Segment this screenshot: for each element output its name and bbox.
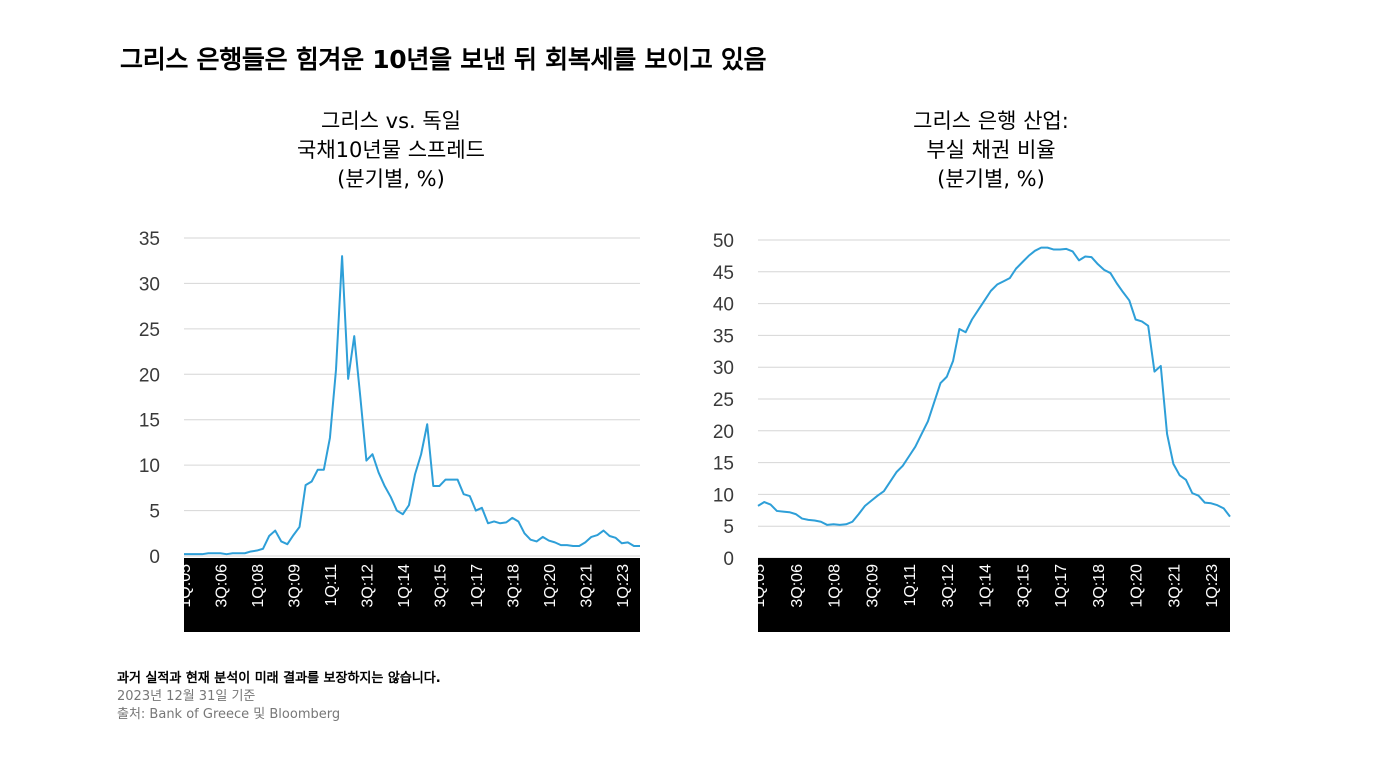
x-tick-label: 1Q:23	[1204, 564, 1221, 608]
y-tick-label: 20	[139, 365, 160, 386]
npl-ratio-chart: 0 5 10 15 20 25 30 35 40 45 50 1Q:05 3Q:06 1Q:08 3Q:09…	[713, 231, 1231, 632]
disclaimer: 과거 실적과 현재 분석이 미래 결과를 보장하지는 않습니다.	[117, 671, 441, 686]
x-tick-label: 1Q:14	[978, 564, 995, 608]
series-line	[757, 246, 1231, 526]
y-tick-label: 0	[723, 549, 734, 570]
y-tick-label: 10	[139, 456, 160, 477]
x-tick-label: 1Q:05	[751, 564, 768, 608]
y-tick-label: 35	[139, 229, 160, 250]
x-tick-label: 1Q:20	[542, 564, 559, 608]
x-tick-label: 1Q:17	[469, 564, 486, 608]
bond-spread-chart: 0 5 10 15 20 25 30 35 1Q:05 3Q:06 1Q:08 3Q:09 1Q:11 3…	[139, 229, 640, 632]
x-tick-label: 3Q:09	[864, 564, 881, 608]
x-tick-label: 3Q:06	[789, 564, 806, 608]
x-tick-label: 3Q:12	[359, 564, 376, 608]
chart2-title: 그리스 은행 산업: 부실 채권 비율 (분기별, %)	[781, 107, 1201, 194]
chart2-title-line: 그리스 은행 산업:	[913, 109, 1069, 133]
chart2-title-line: 부실 채권 비율	[926, 138, 1056, 162]
x-tick-label: 3Q:15	[432, 564, 449, 608]
series-line	[184, 255, 640, 556]
x-tick-label: 1Q:14	[396, 564, 413, 608]
y-tick-label: 30	[713, 358, 734, 379]
x-tick-label: 1Q:23	[615, 564, 632, 608]
x-tick-label: 3Q:21	[578, 564, 595, 608]
chart1-title: 그리스 vs. 독일 국채10년물 스프레드 (분기별, %)	[181, 107, 601, 194]
y-tick-label: 25	[713, 390, 734, 411]
x-tick-label: 3Q:12	[940, 564, 957, 608]
chart1-title-line: 국채10년물 스프레드	[297, 138, 485, 162]
y-tick-label: 45	[713, 263, 734, 284]
x-axis-band	[184, 558, 640, 632]
date-note: 2023년 12월 31일 기준	[117, 689, 256, 704]
chart1-title-line: (분기별, %)	[337, 167, 445, 191]
x-tick-label: 1Q:20	[1129, 564, 1146, 608]
y-tick-label: 10	[713, 485, 734, 506]
chart2-title-line: (분기별, %)	[937, 167, 1045, 191]
x-tick-label: 3Q:15	[1015, 564, 1032, 608]
x-tick-label: 3Q:09	[286, 564, 303, 608]
x-tick-label: 1Q:08	[827, 564, 844, 608]
y-tick-label: 15	[713, 454, 734, 475]
y-tick-label: 40	[713, 295, 734, 316]
y-tick-label: 5	[723, 517, 734, 538]
y-tick-label: 50	[713, 231, 734, 252]
x-tick-label: 1Q:11	[323, 564, 340, 607]
y-tick-label: 35	[713, 326, 734, 347]
x-tick-label: 3Q:06	[213, 564, 230, 608]
x-tick-label: 1Q:11	[902, 564, 919, 607]
chart1-title-line: 그리스 vs. 독일	[321, 109, 461, 133]
footer: 과거 실적과 현재 분석이 미래 결과를 보장하지는 않습니다. 2023년 1…	[117, 670, 441, 724]
y-tick-label: 5	[149, 502, 160, 523]
x-tick-label: 3Q:21	[1166, 564, 1183, 608]
x-tick-label: 3Q:18	[1091, 564, 1108, 608]
y-tick-label: 15	[139, 411, 160, 432]
x-axis-band	[758, 558, 1230, 632]
y-tick-label: 30	[139, 274, 160, 295]
y-tick-label: 20	[713, 422, 734, 443]
x-tick-label: 1Q:17	[1053, 564, 1070, 608]
y-tick-label: 25	[139, 320, 160, 341]
page-title: 그리스 은행들은 힘겨운 10년을 보낸 뒤 회복세를 보이고 있음	[120, 45, 767, 74]
x-tick-label: 3Q:18	[505, 564, 522, 608]
y-tick-label: 0	[149, 547, 160, 568]
source-note: 출처: Bank of Greece 및 Bloomberg	[117, 707, 341, 722]
x-tick-label: 1Q:05	[177, 564, 194, 608]
x-tick-label: 1Q:08	[250, 564, 267, 608]
